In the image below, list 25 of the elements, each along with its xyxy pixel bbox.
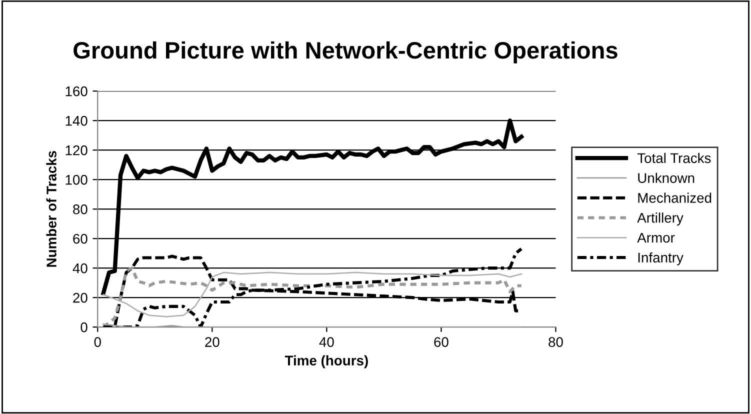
chart-title: Ground Picture with Network-Centric Operations <box>74 41 618 64</box>
y-tick-label: 60 <box>73 234 88 244</box>
x-tick-label: 60 <box>434 337 448 347</box>
legend-label: Mechanized <box>638 192 712 203</box>
y-tick-label: 80 <box>73 204 88 214</box>
legend-label: Infantry <box>638 252 684 266</box>
line-series <box>102 272 522 318</box>
x-tick-label: 80 <box>548 337 563 347</box>
legend-label: Unknown <box>638 172 694 183</box>
x-tick-label: 20 <box>205 337 220 347</box>
x-axis-title: Time (hours) <box>284 355 368 368</box>
legend-label: Artillery <box>637 212 684 226</box>
y-tick-label: 120 <box>66 145 88 156</box>
line-series <box>102 266 523 328</box>
legend-label: Total Tracks <box>637 152 711 164</box>
y-tick-label: 20 <box>73 292 88 303</box>
y-axis-title: Number of Tracks <box>46 150 56 267</box>
y-tick-label: 40 <box>72 263 88 274</box>
legend-label: Armor <box>637 232 675 243</box>
y-tick-label: 0 <box>80 322 88 332</box>
y-tick-label: 100 <box>66 174 88 185</box>
x-tick-label: 40 <box>319 337 334 347</box>
y-tick-label: 160 <box>66 86 88 96</box>
x-tick-label: 0 <box>94 337 101 347</box>
y-tick-label: 140 <box>66 116 88 126</box>
